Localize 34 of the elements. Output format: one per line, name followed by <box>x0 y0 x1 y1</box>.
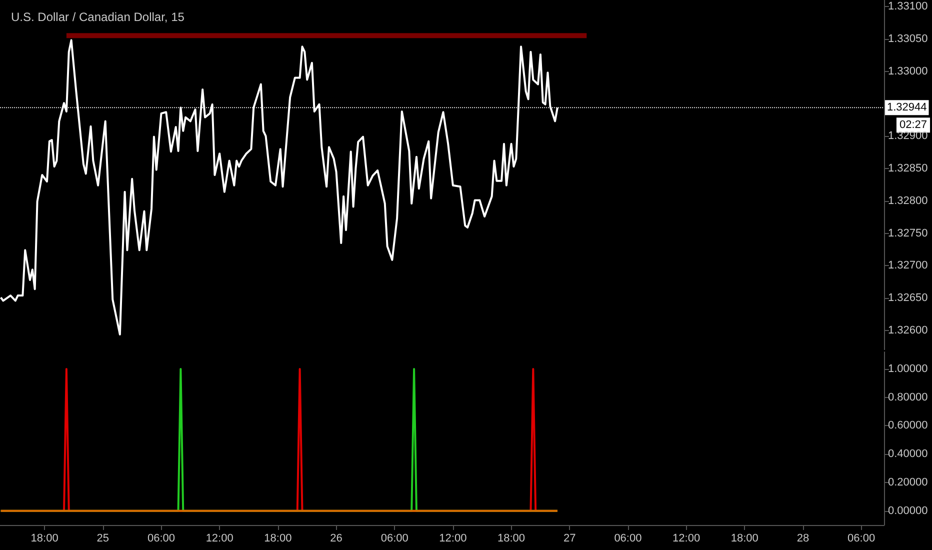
y-tick-label: 1.32800 <box>888 194 928 207</box>
x-tick-label: 18:00 <box>264 532 292 544</box>
y-tick-label: 1.32650 <box>888 292 928 304</box>
text: U.S. Dollar / Canadian Dollar, 15 <box>11 10 185 24</box>
y-tick-label: 1.33100 <box>888 0 928 12</box>
y-tick-label: 0.00000 <box>888 504 928 517</box>
x-tick-label: 06:00 <box>848 532 876 544</box>
y-tick-label: 1.32900 <box>888 130 928 142</box>
x-tick-label: 12:00 <box>206 532 234 544</box>
y-tick-label: 0.40000 <box>888 448 928 460</box>
x-tick-label: 25 <box>96 532 110 544</box>
x-tick-label: 06:00 <box>380 532 408 544</box>
x-tick-label: 18:00 <box>730 532 758 544</box>
x-tick-label: 18:00 <box>30 532 58 544</box>
y-tick-label: 1.32850 <box>888 162 928 175</box>
y-tick-label: 1.33050 <box>888 32 928 45</box>
y-tick-label: 0.20000 <box>888 476 928 488</box>
y-tick-label: 1.32600 <box>888 324 928 337</box>
x-tick-label: 26 <box>330 532 342 544</box>
x-tick-label: 27 <box>563 532 576 544</box>
y-tick-label: 1.32700 <box>888 260 928 272</box>
x-tick-label: 12:00 <box>672 532 700 544</box>
y-tick-label: 1.32750 <box>888 227 928 240</box>
x-tick-label: 18:00 <box>498 532 526 544</box>
y-tick-label: 1.33000 <box>888 65 928 78</box>
y-tick-label: 1.00000 <box>888 363 928 376</box>
x-tick-label: 06:00 <box>614 532 642 544</box>
x-tick-label: 28 <box>796 532 810 544</box>
ref-line-label: 1.32944 <box>887 102 927 114</box>
x-tick-label: 12:00 <box>439 532 467 544</box>
x-tick-label: 06:00 <box>147 532 176 544</box>
y-tick-label: 0.80000 <box>888 391 928 404</box>
y-tick-label: 0.60000 <box>888 420 928 432</box>
text: 02:27 <box>899 119 928 132</box>
